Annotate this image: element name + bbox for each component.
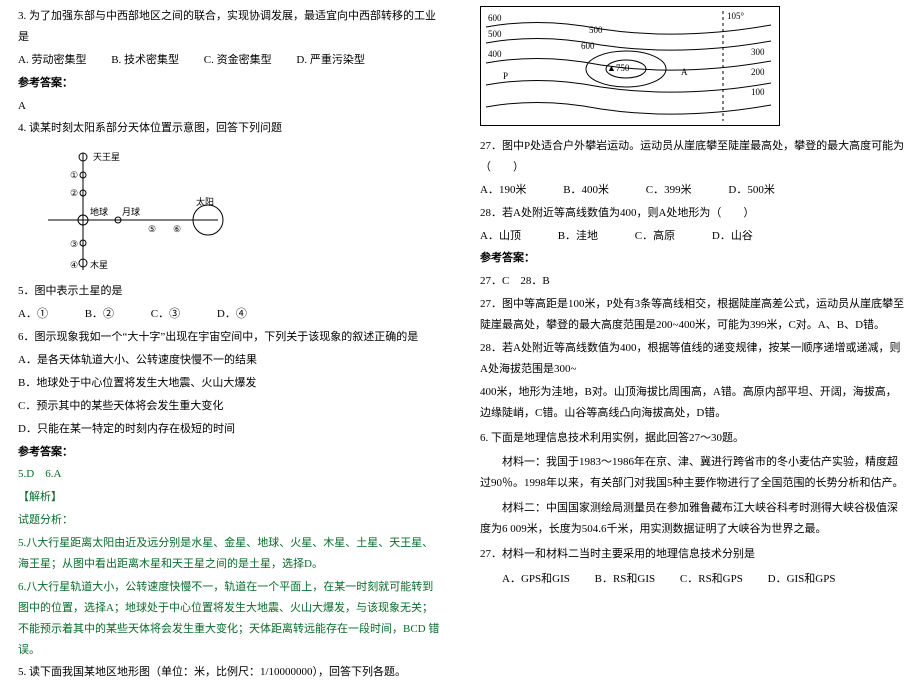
q3-opt-c: C. 资金密集型 (204, 54, 272, 66)
q28-opt-c: C．高原 (635, 230, 675, 242)
q3-opt-a: A. 劳动密集型 (18, 54, 86, 66)
q5-opt-c: C．③ (151, 308, 180, 320)
svg-text:木星: 木星 (90, 259, 108, 270)
q5map-stem: 5. 读下面我国某地区地形图（单位：米，比例尺：1/10000000），回答下列… (18, 662, 440, 683)
q6-jiexi-label: 试题分析： (18, 510, 440, 531)
q5-stem: 5．图中表示土星的是 (18, 281, 440, 302)
q4-stem: 4. 读某时刻太阳系部分天体位置示意图，回答下列问题 (18, 118, 440, 139)
svg-text:500: 500 (589, 25, 603, 35)
q6-opt-c: C．预示其中的某些天体将会发生重大变化 (18, 396, 440, 417)
svg-text:600: 600 (581, 41, 595, 51)
svg-text:200: 200 (751, 67, 765, 77)
q27-opt-b: B．400米 (563, 184, 609, 196)
svg-text:天王星: 天王星 (93, 152, 120, 162)
q28-opt-d: D．山谷 (712, 230, 753, 242)
q28-stem: 28．若A处附近等高线数值为400，则A处地形为（ ） (480, 203, 906, 224)
q6b-q: 27．材料一和材料二当时主要采用的地理信息技术分别是 (480, 544, 906, 565)
q28-opt-b: B．洼地 (558, 230, 598, 242)
svg-text:100: 100 (751, 87, 765, 97)
svg-text:⑤: ⑤ (148, 224, 156, 234)
q28-options: A．山顶 B．洼地 C．高原 D．山谷 (480, 226, 906, 247)
svg-text:P: P (503, 71, 508, 81)
svg-text:400: 400 (488, 49, 502, 59)
svg-text:月球: 月球 (122, 206, 140, 217)
svg-text:②: ② (70, 188, 78, 198)
q6-jiexi-1: 5.八大行星距离太阳由近及远分别是水星、金星、地球、火星、木星、土星、天王星、海… (18, 533, 440, 575)
svg-text:▲750: ▲750 (607, 63, 630, 73)
q6b-m2: 材料二：中国国家测绘局测量员在参加雅鲁藏布江大峡谷科考时测得大峡谷极值深度为6 … (480, 498, 906, 540)
svg-text:③: ③ (70, 239, 78, 249)
svg-text:⑥: ⑥ (173, 224, 181, 234)
q3-options: A. 劳动密集型 B. 技术密集型 C. 资金密集型 D. 严重污染型 (18, 50, 440, 71)
svg-text:500: 500 (488, 29, 502, 39)
svg-text:A: A (681, 67, 688, 77)
q28-answer-title: 参考答案： (480, 248, 906, 269)
q6b-opt-d: D．GIS和GPS (768, 573, 836, 585)
q3-stem: 3. 为了加强东部与中西部地区之间的联合，实现协调发展，最适宜向中西部转移的工业… (18, 6, 440, 48)
q5-opt-b: B．② (85, 308, 114, 320)
svg-text:太阳: 太阳 (196, 196, 214, 207)
svg-text:300: 300 (751, 47, 765, 57)
q6b-options: A．GPS和GIS B．RS和GIS C．RS和GPS D．GIS和GPS (480, 569, 906, 590)
q28-explain-2: 400米，地形为洼地，B对。山顶海拔比周围高，A错。高原内部平坦、开阔，海拔高，… (480, 382, 906, 424)
topographic-map: 600 500 400 P A ▲750 105° 300 200 100 60… (480, 6, 780, 126)
q6b-stem: 6. 下面是地理信息技术利用实例，据此回答27～30题。 (480, 428, 906, 449)
q27-explain: 27．图中等高距是100米，P处有3条等高线相交，根据陡崖高差公式，运动员从崖底… (480, 294, 906, 336)
q6-stem: 6．图示现象我如一个“大十字”出现在宇宙空间中，下列关于该现象的叙述正确的是 (18, 327, 440, 348)
q27-stem: 27．图中P处适合户外攀岩运动。运动员从崖底攀至陡崖最高处，攀登的最大高度可能为… (480, 136, 906, 178)
q5-opt-d: D．④ (217, 308, 247, 320)
q6-opt-d: D．只能在某一特定的时刻内存在极短的时间 (18, 419, 440, 440)
q3-opt-b: B. 技术密集型 (111, 54, 179, 66)
q27-opt-a: A．190米 (480, 184, 526, 196)
q27-opt-d: D．500米 (728, 184, 774, 196)
q28-explain-1: 28．若A处附近等高线数值为400，根据等值线的递变规律，按某一顺序递增或递减，… (480, 338, 906, 380)
q6b-opt-c: C．RS和GPS (680, 573, 743, 585)
svg-text:600: 600 (488, 13, 502, 23)
svg-text:①: ① (70, 170, 78, 180)
svg-text:④: ④ (70, 260, 78, 270)
q6-opt-a: A．是各天体轨道大小、公转速度快慢不一的结果 (18, 350, 440, 371)
q6-opt-b: B．地球处于中心位置将发生大地震、火山大爆发 (18, 373, 440, 394)
q28-answer: 27．C 28．B (480, 271, 906, 292)
q3-opt-d: D. 严重污染型 (296, 54, 364, 66)
q6b-opt-b: B．RS和GIS (595, 573, 656, 585)
q28-opt-a: A．山顶 (480, 230, 521, 242)
q6-jiexi-2: 6.八大行星轨道大小，公转速度快慢不一，轨道在一个平面上，在某一时刻就可能转到图… (18, 577, 440, 661)
q27-opt-c: C．399米 (646, 184, 692, 196)
q6b-m1: 材料一：我国于1983～1986年在京、津、冀进行跨省市的冬小麦估产实验，精度超… (480, 452, 906, 494)
q6-answer-title: 参考答案： (18, 442, 440, 463)
svg-text:105°: 105° (727, 11, 745, 21)
q3-answer: A (18, 96, 440, 117)
svg-text:地球: 地球 (90, 206, 108, 217)
q5-options: A．① B．② C．③ D．④ (18, 304, 440, 325)
q3-answer-title: 参考答案： (18, 73, 440, 94)
q6-jiexi-title: 【解析】 (18, 487, 440, 508)
q6b-opt-a: A．GPS和GIS (502, 573, 570, 585)
q27-options: A．190米 B．400米 C．399米 D．500米 (480, 180, 906, 201)
solar-system-diagram: 天王星 ① ② 地球 月球 太阳 ③ 木星 ④ ⑤ ⑥ (18, 145, 238, 275)
q5-opt-a: A．① (18, 308, 48, 320)
q6-answer: 5.D 6.A (18, 464, 440, 485)
